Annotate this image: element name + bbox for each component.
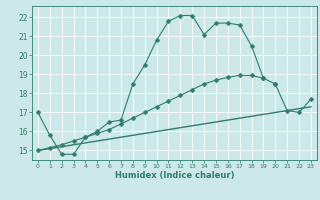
X-axis label: Humidex (Indice chaleur): Humidex (Indice chaleur)	[115, 171, 234, 180]
